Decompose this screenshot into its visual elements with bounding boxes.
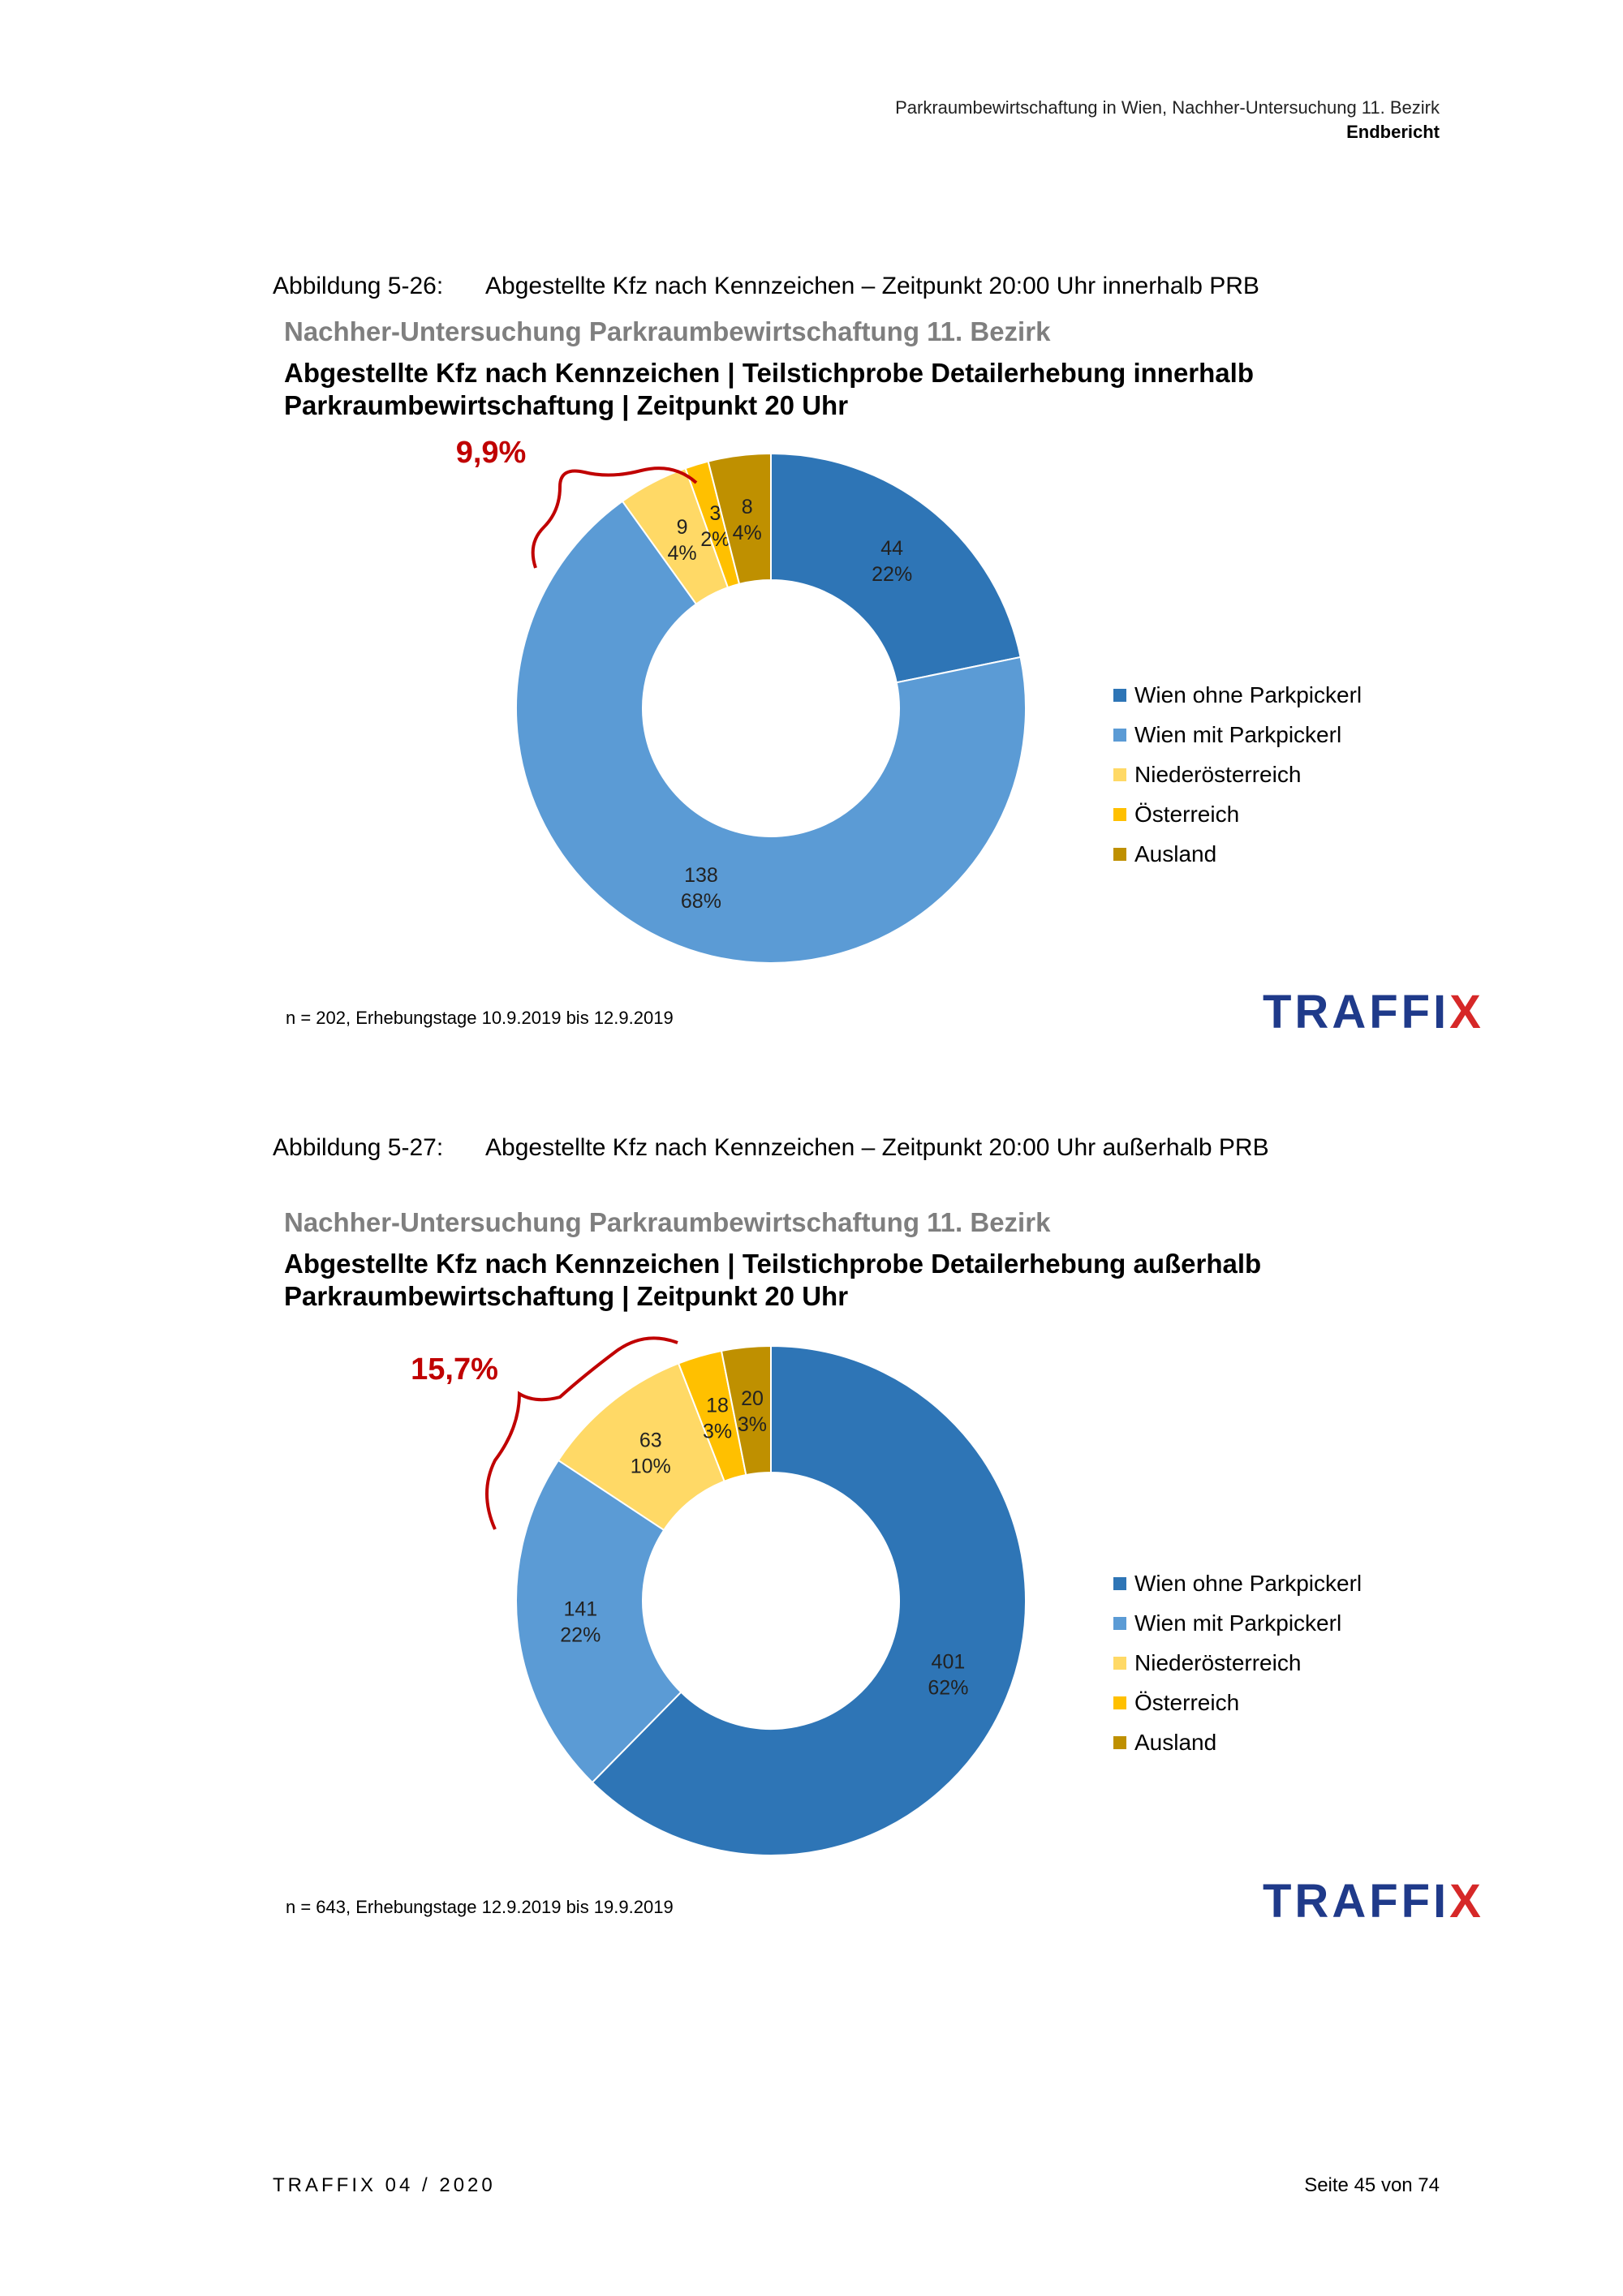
- data-label-value: 141: [563, 1598, 597, 1621]
- legend-item: Wien mit Parkpickerl: [1113, 1603, 1362, 1643]
- chart-note-1: n = 202, Erhebungstage 10.9.2019 bis 12.…: [286, 1008, 674, 1028]
- donut-slice-wien-mit-parkpickerl: [515, 1459, 682, 1784]
- figure-1: Nachher-Untersuchung Parkraumbewirtschaf…: [284, 316, 1453, 422]
- chart-title: Abgestellte Kfz nach Kennzeichen | Teils…: [284, 1249, 1262, 1311]
- legend-item: Wien mit Parkpickerl: [1113, 715, 1362, 755]
- legend-swatch: [1113, 807, 1126, 821]
- legend-item: Niederösterreich: [1113, 755, 1362, 794]
- donut-slice-wien-ohne-parkpickerl: [591, 1344, 1027, 1856]
- legend-label: Niederösterreich: [1134, 1650, 1302, 1675]
- data-label-percent: 4%: [733, 522, 762, 544]
- figure-caption-1: Abbildung 5-26: Abgestellte Kfz nach Kenn…: [273, 273, 1259, 300]
- footer-left: TRAFFIX 04 / 2020: [273, 2174, 496, 2196]
- header-line1: Parkraumbewirtschaftung in Wien, Nachher…: [895, 97, 1440, 118]
- donut-slice-wien-ohne-parkpickerl: [770, 452, 1022, 684]
- legend-swatch: [1113, 1656, 1126, 1670]
- data-label-value: 8: [742, 496, 753, 518]
- data-label-percent: 68%: [681, 890, 721, 913]
- legend-label: Niederösterreich: [1134, 762, 1302, 787]
- share-annotation-text: 15,7%: [411, 1352, 498, 1387]
- legend-label: Wien ohne Parkpickerl: [1134, 1571, 1363, 1596]
- legend-label: Wien mit Parkpickerl: [1134, 722, 1342, 747]
- data-label-percent: 62%: [928, 1676, 968, 1699]
- header-line2: Endbericht: [1346, 122, 1440, 142]
- legend-swatch: [1113, 847, 1126, 861]
- donut-chart-1: 44 22% 138 68% 9 4% 3 2% 8 4% 9,9%: [456, 436, 1027, 965]
- figure-2: Nachher-Untersuchung Parkraumbewirtschaf…: [284, 1207, 1453, 1313]
- caption-number: Abbildung 5-27:: [273, 1134, 444, 1161]
- chart-legend-2: Wien ohne Parkpickerl Wien mit Parkpicker…: [1113, 1563, 1362, 1762]
- brace-annotation: [485, 1336, 678, 1530]
- legend-label: Österreich: [1134, 1690, 1240, 1715]
- data-label-value: 9: [677, 516, 688, 539]
- data-label-percent: 3%: [738, 1413, 767, 1436]
- legend-swatch: [1113, 1696, 1126, 1709]
- legend-item: Ausland: [1113, 834, 1362, 874]
- legend-label: Wien ohne Parkpickerl: [1134, 682, 1363, 707]
- figure-caption-2: Abbildung 5-27: Abgestellte Kfz nach Kenn…: [273, 1134, 1269, 1162]
- data-label-percent: 22%: [872, 563, 912, 586]
- legend-item: Österreich: [1113, 794, 1362, 834]
- donut-slice-wien-mit-parkpickerl: [515, 500, 1027, 965]
- donut-slice-ausland: [720, 1344, 772, 1477]
- chart-note-2: n = 643, Erhebungstage 12.9.2019 bis 19.…: [286, 1897, 674, 1917]
- data-label-value: 401: [932, 1650, 966, 1673]
- caption-number: Abbildung 5-26:: [273, 273, 444, 299]
- donut-chart-2: 401 62% 141 22% 63 10% 18 3% 20 3% 15,7%: [411, 1336, 1027, 1856]
- legend-item: Ausland: [1113, 1722, 1362, 1762]
- legend-label: Ausland: [1134, 1730, 1217, 1755]
- legend-item: Wien ohne Parkpickerl: [1113, 1563, 1362, 1603]
- data-label-percent: 3%: [703, 1420, 732, 1443]
- legend-swatch: [1113, 688, 1126, 702]
- data-label-value: 18: [706, 1394, 729, 1417]
- footer-right: Seite 45 von 74: [1304, 2174, 1440, 2196]
- legend-label: Wien mit Parkpickerl: [1134, 1610, 1342, 1636]
- legend-item: Österreich: [1113, 1683, 1362, 1722]
- data-label-value: 20: [741, 1387, 764, 1410]
- legend-item: Wien ohne Parkpickerl: [1113, 675, 1362, 715]
- data-label-percent: 10%: [631, 1455, 671, 1477]
- data-label-percent: 22%: [560, 1624, 601, 1647]
- chart-legend-1: Wien ohne Parkpickerl Wien mit Parkpicker…: [1113, 675, 1362, 874]
- legend-label: Österreich: [1134, 802, 1240, 827]
- traffix-logo-2: TRAFFIX: [1263, 1875, 1484, 1928]
- data-label-value: 44: [880, 537, 903, 560]
- data-label-value: 138: [684, 864, 718, 887]
- legend-swatch: [1113, 1576, 1126, 1590]
- traffix-logo-1: TRAFFIX: [1263, 986, 1484, 1038]
- brace-annotation: [531, 467, 698, 569]
- data-label-value: 63: [639, 1429, 662, 1451]
- legend-swatch: [1113, 767, 1126, 781]
- legend-label: Ausland: [1134, 841, 1217, 866]
- data-label-value: 3: [709, 502, 721, 525]
- chart-title: Abgestellte Kfz nach Kennzeichen | Teils…: [284, 358, 1254, 420]
- donut-slice-ausland: [707, 452, 772, 586]
- data-label-percent: 4%: [668, 542, 697, 565]
- caption-text: Abgestellte Kfz nach Kennzeichen – Zeitp…: [485, 273, 1259, 299]
- legend-swatch: [1113, 728, 1126, 742]
- legend-swatch: [1113, 1616, 1126, 1630]
- chart-supertitle: Nachher-Untersuchung Parkraumbewirtschaf…: [284, 1207, 1051, 1237]
- caption-text: Abgestellte Kfz nach Kennzeichen – Zeitp…: [485, 1134, 1269, 1161]
- legend-item: Niederösterreich: [1113, 1643, 1362, 1683]
- chart-supertitle: Nachher-Untersuchung Parkraumbewirtschaf…: [284, 316, 1051, 346]
- legend-swatch: [1113, 1735, 1126, 1749]
- share-annotation-text: 9,9%: [456, 436, 527, 470]
- data-label-percent: 2%: [700, 528, 730, 551]
